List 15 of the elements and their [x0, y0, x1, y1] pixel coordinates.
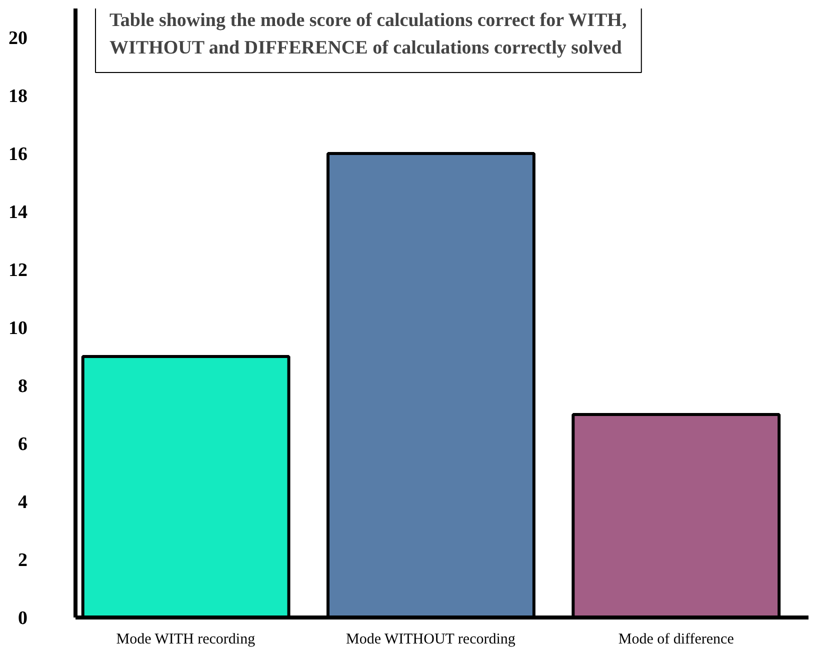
- y-tick-label: 0: [18, 608, 28, 629]
- x-tick-label: Mode WITH recording: [116, 632, 256, 648]
- y-tick-label: 18: [8, 86, 28, 107]
- y-tick-label: 4: [18, 492, 28, 513]
- y-tick-label: 6: [18, 434, 28, 455]
- y-tick-label: 12: [8, 260, 28, 281]
- y-tick-label: 20: [8, 28, 28, 49]
- y-tick-label: 8: [18, 376, 28, 397]
- text: Table showing the mode score of calculations correct for WITH, WITHOUT and DIFFERENCE of calculations correctly solved: [110, 10, 627, 58]
- x-tick-label: Mode of difference: [618, 632, 734, 648]
- y-tick-label: 16: [8, 144, 28, 165]
- y-tick-label: 10: [8, 318, 28, 339]
- y-tick-label: 14: [8, 202, 28, 223]
- x-tick-label: Mode WITHOUT recording: [346, 632, 516, 648]
- y-tick-label: 2: [18, 550, 28, 571]
